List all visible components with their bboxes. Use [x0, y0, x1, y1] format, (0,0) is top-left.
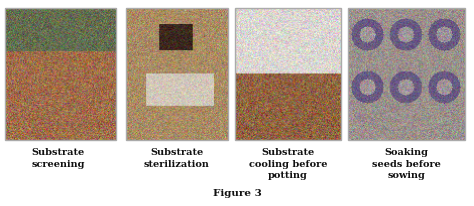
- Text: Substrate
sterilization: Substrate sterilization: [144, 148, 210, 169]
- Bar: [235, 8, 341, 140]
- Bar: [126, 8, 228, 140]
- Text: Substrate
cooling before
potting: Substrate cooling before potting: [249, 148, 327, 180]
- Text: Soaking
seeds before
sowing: Soaking seeds before sowing: [372, 148, 441, 180]
- Text: Figure 3: Figure 3: [213, 189, 261, 198]
- Bar: [5, 8, 116, 140]
- Bar: [348, 8, 465, 140]
- Text: Substrate
screening: Substrate screening: [31, 148, 85, 169]
